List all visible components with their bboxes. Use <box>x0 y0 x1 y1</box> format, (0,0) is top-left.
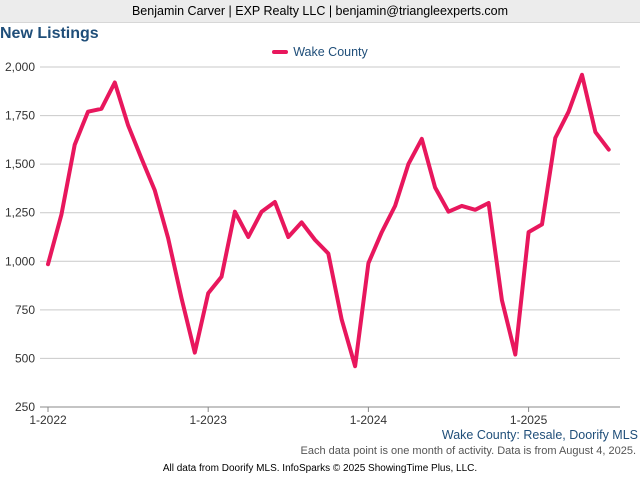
data-point[interactable] <box>527 230 531 234</box>
chart-title: New Listings <box>0 25 99 42</box>
legend-swatch <box>272 50 289 54</box>
data-point[interactable] <box>593 130 597 134</box>
y-tick-label: 250 <box>15 400 35 414</box>
y-tick-label: 2,000 <box>5 60 35 74</box>
data-point[interactable] <box>260 210 264 214</box>
y-tick-label: 1,500 <box>5 157 35 171</box>
data-point[interactable] <box>326 252 330 256</box>
data-point[interactable] <box>99 107 103 111</box>
data-point[interactable] <box>353 364 357 368</box>
y-axis-ticks: 250 500 750 1,000 1,250 1,500 1,750 2,000 <box>5 60 35 414</box>
data-point[interactable] <box>300 220 304 224</box>
series-line-wake-county <box>46 72 611 369</box>
data-point[interactable] <box>487 201 491 205</box>
data-point[interactable] <box>433 185 437 189</box>
data-source-label: Wake County: Resale, Doorify MLS <box>441 428 638 442</box>
chart-legend[interactable]: Wake County <box>0 45 640 59</box>
x-tick-label: 1-2023 <box>190 413 228 427</box>
credit-line: All data from Doorify MLS. InfoSparks © … <box>162 463 478 474</box>
y-tick-label: 1,250 <box>5 206 35 220</box>
y-tick-label: 1,750 <box>5 109 35 123</box>
data-point[interactable] <box>139 156 143 160</box>
data-point[interactable] <box>553 136 557 140</box>
y-tick-label: 500 <box>15 351 35 365</box>
y-tick-label: 750 <box>15 303 35 317</box>
data-point[interactable] <box>233 210 237 214</box>
y-tick-label: 1,000 <box>5 254 35 268</box>
data-point[interactable] <box>220 275 224 279</box>
data-point[interactable] <box>580 73 584 77</box>
data-point[interactable] <box>166 236 170 240</box>
x-axis: 1-2022 1-2023 1-2024 1-2025 <box>29 406 620 427</box>
x-tick-label: 1-2024 <box>350 413 388 427</box>
data-point[interactable] <box>206 291 210 295</box>
data-point[interactable] <box>460 204 464 208</box>
data-point[interactable] <box>500 298 504 302</box>
data-point[interactable] <box>180 296 184 300</box>
legend-label: Wake County <box>293 45 368 59</box>
data-point[interactable] <box>153 188 157 192</box>
data-point[interactable] <box>393 204 397 208</box>
data-point[interactable] <box>447 210 451 214</box>
data-point[interactable] <box>86 110 90 114</box>
data-point[interactable] <box>113 81 117 85</box>
data-point[interactable] <box>420 137 424 141</box>
series-layer <box>46 72 611 369</box>
data-point[interactable] <box>193 351 197 355</box>
data-point[interactable] <box>567 110 571 114</box>
x-tick-label: 1-2025 <box>510 413 548 427</box>
data-point[interactable] <box>366 261 370 265</box>
data-point[interactable] <box>126 123 130 127</box>
data-point[interactable] <box>59 213 63 217</box>
data-point[interactable] <box>313 238 317 242</box>
data-point[interactable] <box>513 353 517 357</box>
data-point[interactable] <box>273 200 277 204</box>
x-tick-label: 1-2022 <box>29 413 67 427</box>
data-note: Each data point is one month of activity… <box>300 445 636 457</box>
data-point[interactable] <box>380 230 384 234</box>
data-point[interactable] <box>246 235 250 239</box>
data-point[interactable] <box>73 143 77 147</box>
data-point[interactable] <box>473 208 477 212</box>
agent-contact-line: Benjamin Carver | EXP Realty LLC | benja… <box>131 4 509 18</box>
data-point[interactable] <box>540 222 544 226</box>
grid-lines <box>40 66 620 408</box>
data-point[interactable] <box>406 162 410 166</box>
data-point[interactable] <box>286 235 290 239</box>
data-point[interactable] <box>340 318 344 322</box>
agent-header-bar: Benjamin Carver | EXP Realty LLC | benja… <box>0 0 640 23</box>
data-point[interactable] <box>46 262 50 266</box>
data-point[interactable] <box>607 148 611 152</box>
